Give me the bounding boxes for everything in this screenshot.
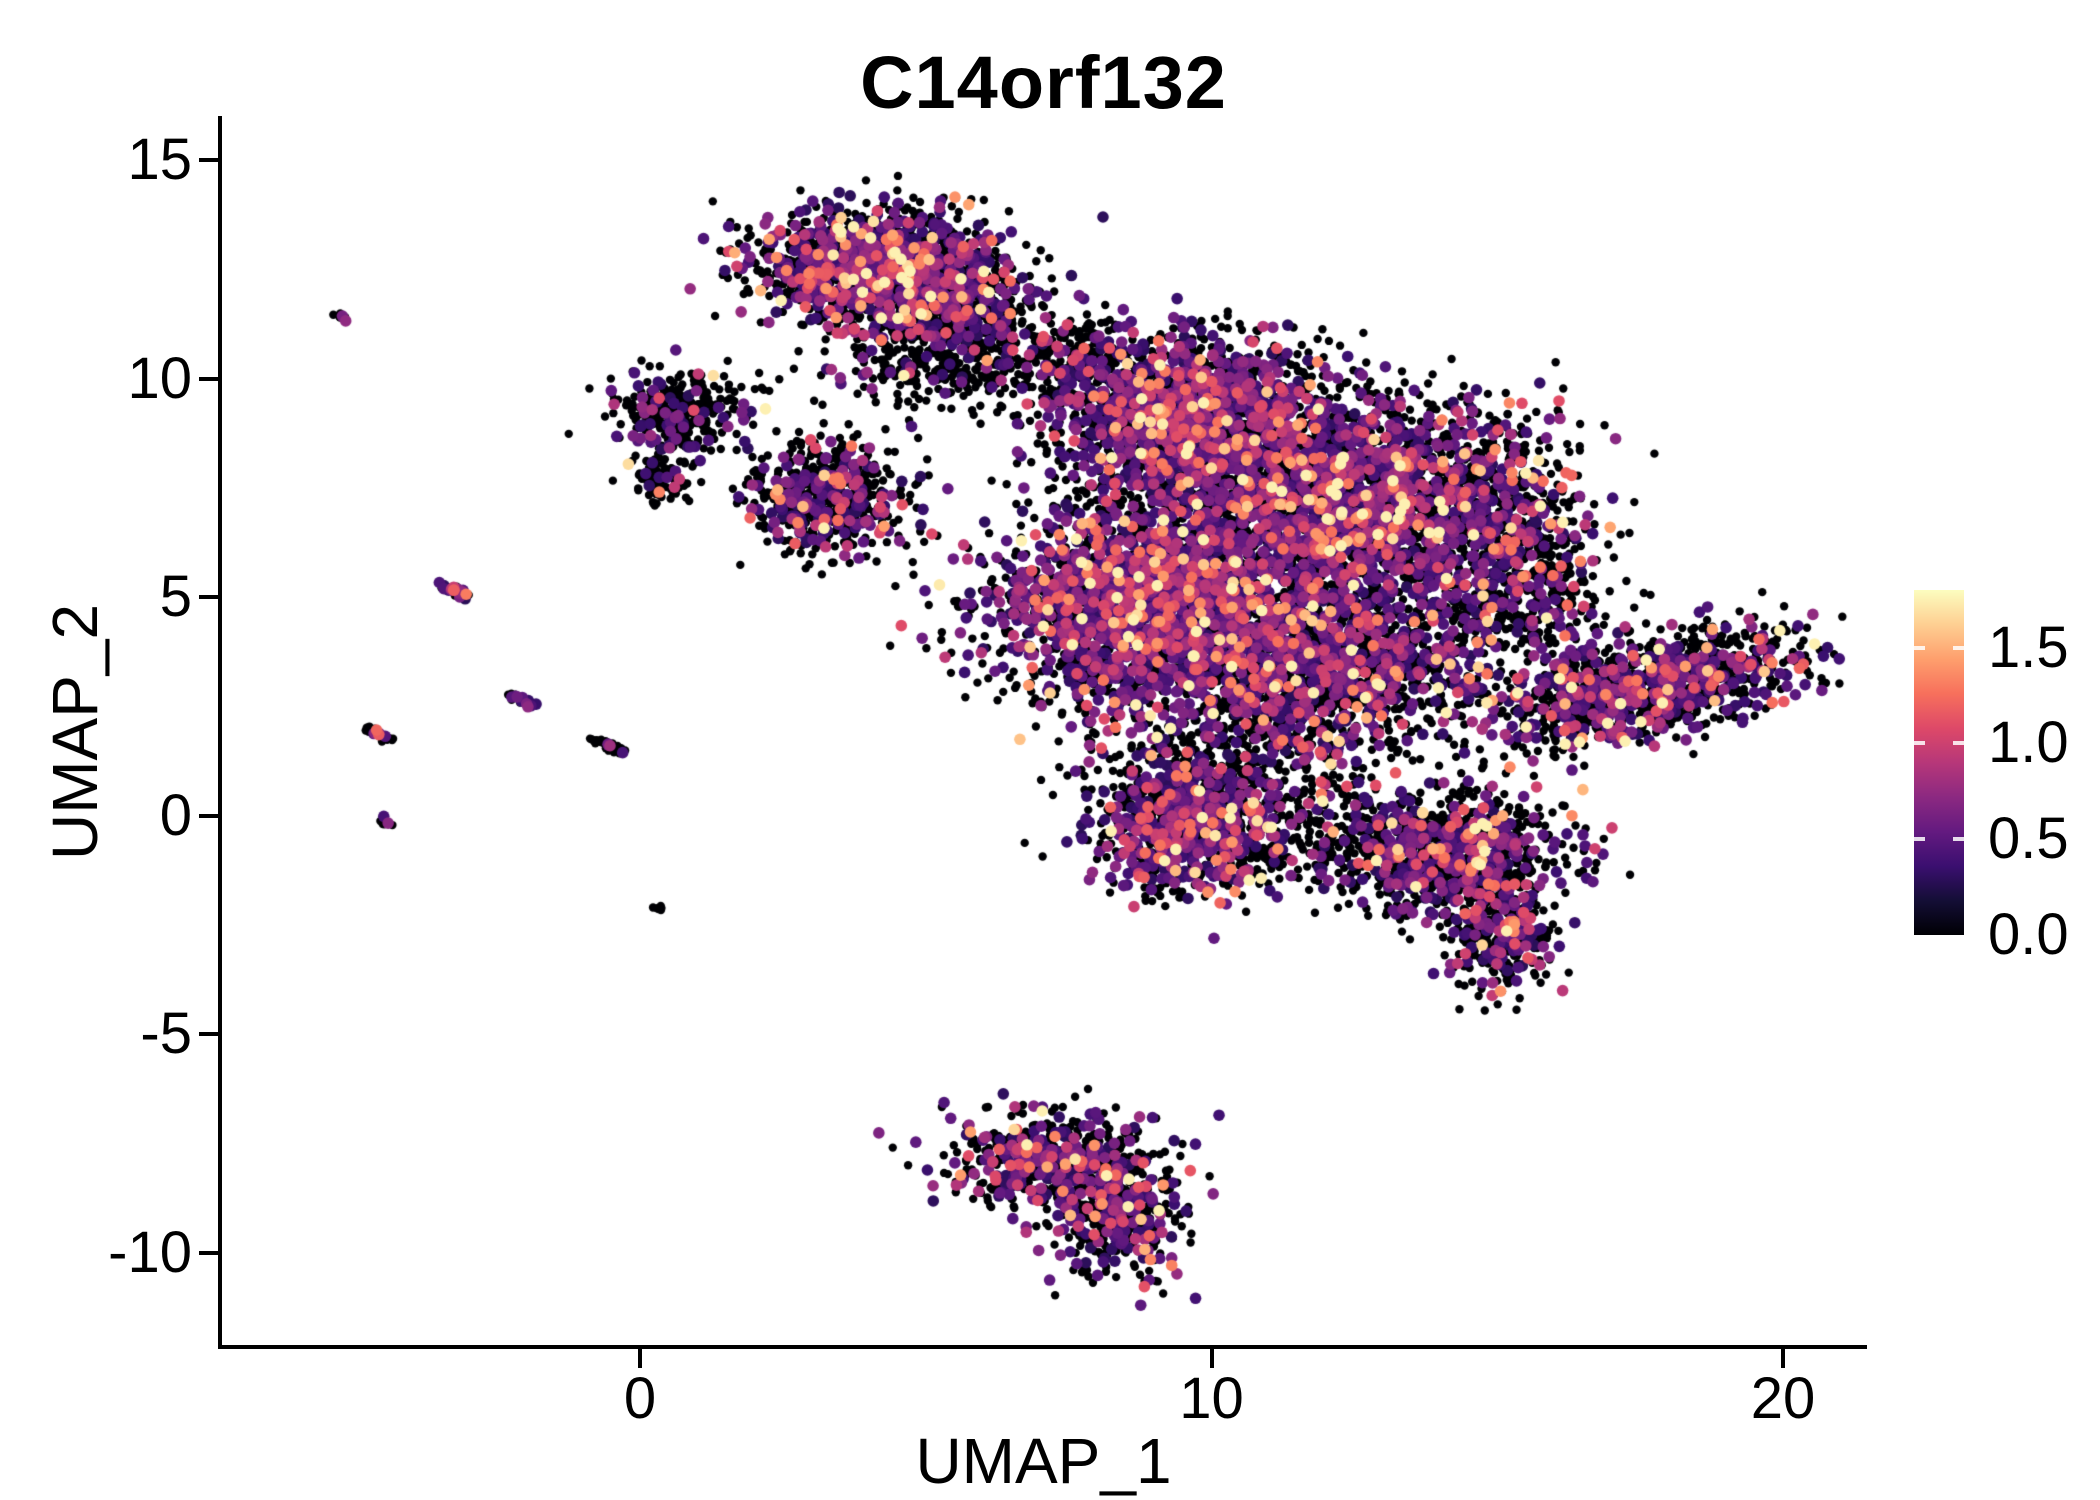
y-tick-mark: [199, 813, 218, 818]
x-tick-label: 20: [1750, 1366, 1816, 1431]
colorbar-tick-mark: [1914, 645, 1925, 650]
colorbar-tick-label: 1.0: [1988, 710, 2069, 776]
x-axis-line: [218, 1345, 1867, 1349]
x-tick-mark: [1209, 1349, 1214, 1368]
x-tick-label: 10: [1179, 1366, 1244, 1431]
y-tick-mark: [199, 1032, 218, 1036]
y-tick-label: 5: [159, 564, 192, 629]
y-tick-mark: [199, 595, 218, 599]
y-tick-label: -5: [140, 1001, 192, 1066]
y-tick-mark: [199, 376, 218, 381]
y-tick-mark: [199, 158, 218, 162]
colorbar-tick-label: 0.5: [1988, 806, 2069, 872]
colorbar-tick-mark: [1953, 645, 1964, 650]
y-tick-mark: [199, 1250, 218, 1255]
y-tick-label: 15: [127, 127, 192, 192]
x-axis-title: UMAP_1: [915, 1425, 1172, 1497]
colorbar-tick-mark: [1953, 837, 1964, 842]
colorbar-gradient: [1914, 590, 1964, 935]
x-tick-mark: [1781, 1349, 1785, 1368]
y-tick-label: 10: [127, 345, 192, 411]
plot-title: C14orf132: [860, 41, 1227, 124]
y-tick-label: 0: [159, 782, 192, 848]
colorbar-tick-mark: [1914, 837, 1925, 842]
colorbar-tick-label: 0.0: [1988, 902, 2069, 967]
colorbar-tick-mark: [1914, 741, 1925, 746]
colorbar-tick-label: 1.5: [1988, 614, 2069, 680]
x-tick-label: 0: [623, 1366, 657, 1431]
colorbar-tick-mark: [1953, 741, 1964, 746]
x-tick-mark: [638, 1349, 642, 1368]
y-axis-line: [218, 116, 222, 1349]
y-tick-label: -10: [108, 1219, 192, 1285]
